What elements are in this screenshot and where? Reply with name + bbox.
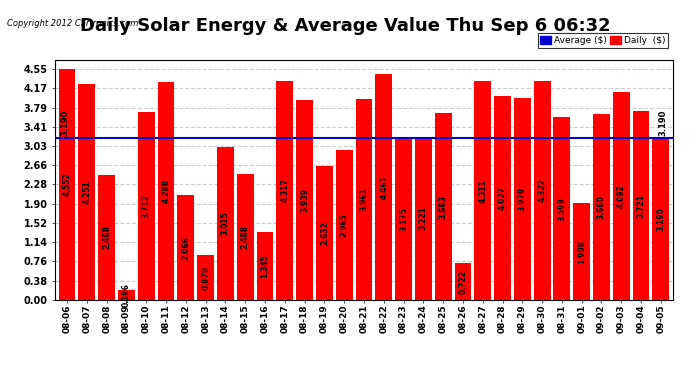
Bar bbox=[633, 111, 649, 300]
Text: 3.190: 3.190 bbox=[61, 110, 70, 136]
Text: 3.221: 3.221 bbox=[419, 206, 428, 230]
Text: 3.599: 3.599 bbox=[558, 197, 566, 220]
Bar bbox=[455, 263, 471, 300]
Text: 4.092: 4.092 bbox=[617, 184, 626, 208]
Text: 1.908: 1.908 bbox=[578, 240, 586, 264]
Bar bbox=[257, 232, 273, 300]
Text: 3.721: 3.721 bbox=[637, 194, 646, 217]
Text: 3.190: 3.190 bbox=[656, 207, 665, 231]
Text: 3.712: 3.712 bbox=[141, 194, 150, 218]
Bar bbox=[217, 147, 234, 300]
Text: 4.288: 4.288 bbox=[161, 179, 170, 203]
Text: 0.879: 0.879 bbox=[201, 266, 210, 290]
Bar bbox=[296, 100, 313, 300]
Text: 3.015: 3.015 bbox=[221, 211, 230, 236]
Text: 3.660: 3.660 bbox=[597, 195, 606, 219]
Text: 0.722: 0.722 bbox=[458, 270, 467, 294]
Bar bbox=[138, 112, 155, 300]
Text: 2.468: 2.468 bbox=[102, 225, 111, 249]
Text: 3.979: 3.979 bbox=[518, 187, 527, 211]
Text: Copyright 2012 Cartronics.com: Copyright 2012 Cartronics.com bbox=[7, 19, 138, 28]
Text: 2.632: 2.632 bbox=[320, 221, 329, 245]
Bar bbox=[415, 136, 432, 300]
Bar bbox=[593, 114, 610, 300]
Text: 2.965: 2.965 bbox=[339, 213, 348, 237]
Text: 0.196: 0.196 bbox=[122, 283, 131, 307]
Bar bbox=[355, 99, 373, 300]
Bar bbox=[553, 117, 571, 300]
Bar bbox=[474, 81, 491, 300]
Text: Daily Solar Energy & Average Value Thu Sep 6 06:32: Daily Solar Energy & Average Value Thu S… bbox=[79, 17, 611, 35]
Text: 1.345: 1.345 bbox=[261, 254, 270, 278]
Bar bbox=[157, 82, 175, 300]
Text: 2.488: 2.488 bbox=[241, 225, 250, 249]
Bar bbox=[316, 166, 333, 300]
Text: 3.961: 3.961 bbox=[359, 188, 368, 211]
Bar bbox=[59, 69, 75, 300]
Bar bbox=[435, 113, 451, 300]
Bar bbox=[79, 84, 95, 300]
Bar bbox=[277, 81, 293, 300]
Bar bbox=[573, 203, 590, 300]
Bar bbox=[613, 92, 630, 300]
Text: 2.066: 2.066 bbox=[181, 236, 190, 260]
Text: 4.251: 4.251 bbox=[82, 180, 91, 204]
Bar bbox=[395, 139, 412, 300]
Bar bbox=[375, 74, 392, 300]
Bar bbox=[177, 195, 195, 300]
Text: 3.939: 3.939 bbox=[300, 188, 309, 212]
Text: 3.683: 3.683 bbox=[439, 195, 448, 219]
Bar bbox=[533, 81, 551, 300]
Text: 4.552: 4.552 bbox=[63, 173, 72, 196]
Bar bbox=[237, 174, 254, 300]
Bar bbox=[98, 175, 115, 300]
Bar bbox=[514, 98, 531, 300]
Text: 4.317: 4.317 bbox=[280, 178, 289, 203]
Text: 3.190: 3.190 bbox=[658, 110, 667, 136]
Text: 4.027: 4.027 bbox=[498, 186, 507, 210]
Text: 4.311: 4.311 bbox=[478, 179, 487, 203]
Text: 3.175: 3.175 bbox=[399, 207, 408, 231]
Text: 4.322: 4.322 bbox=[538, 178, 546, 202]
Text: 4.461: 4.461 bbox=[380, 175, 388, 199]
Bar bbox=[494, 96, 511, 300]
Bar bbox=[653, 138, 669, 300]
Bar bbox=[118, 290, 135, 300]
Legend: Average ($), Daily  ($): Average ($), Daily ($) bbox=[538, 33, 668, 48]
Bar bbox=[336, 150, 353, 300]
Bar bbox=[197, 255, 214, 300]
